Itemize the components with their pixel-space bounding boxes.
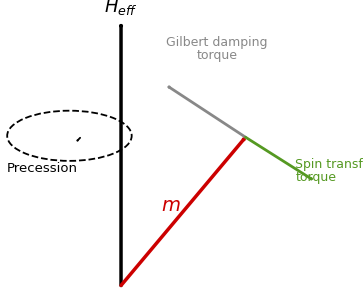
Text: torque: torque: [197, 49, 237, 62]
Text: Spin transfer: Spin transfer: [295, 158, 363, 171]
Text: torque: torque: [295, 171, 337, 184]
Text: $m$: $m$: [161, 196, 181, 215]
Text: Gilbert damping: Gilbert damping: [166, 36, 268, 49]
Text: $H_{eff}$: $H_{eff}$: [104, 0, 138, 18]
Text: Precession: Precession: [7, 162, 78, 175]
